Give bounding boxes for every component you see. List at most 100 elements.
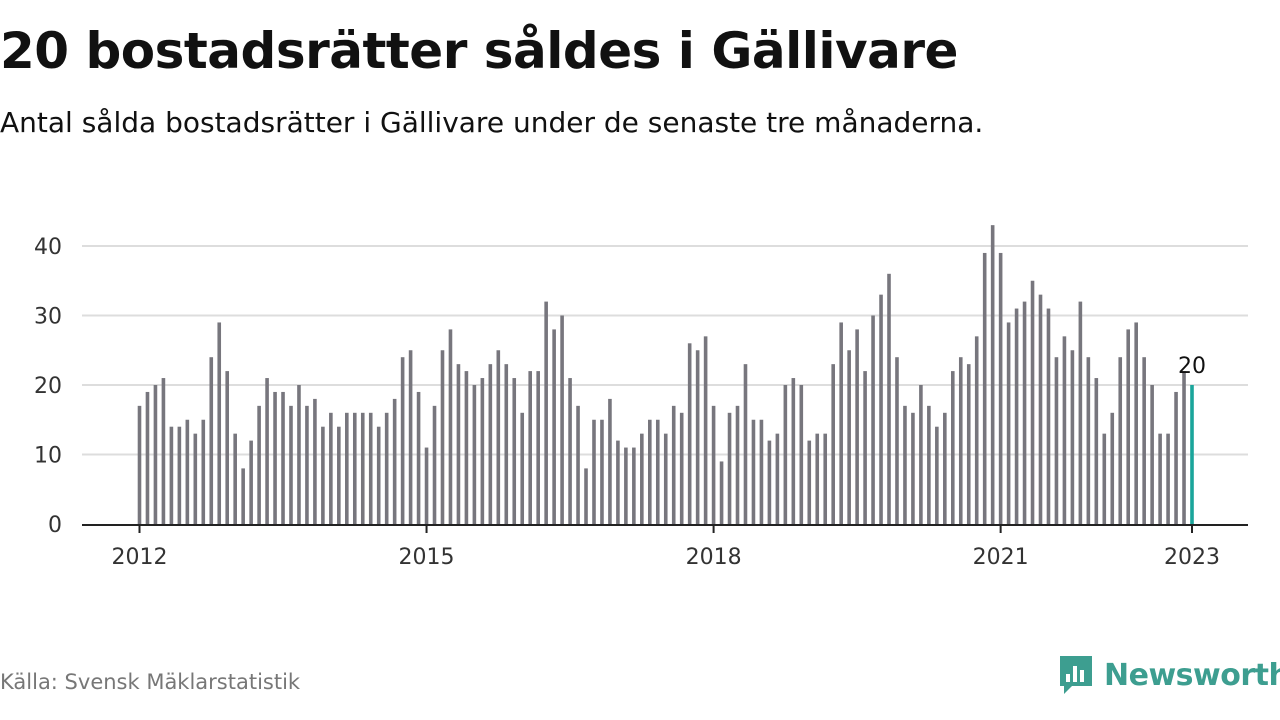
bar <box>241 468 245 524</box>
bar <box>337 426 341 524</box>
bar <box>448 329 453 524</box>
bar <box>1094 378 1099 524</box>
bar <box>990 225 995 524</box>
bar <box>974 336 979 524</box>
bar <box>935 426 939 524</box>
bar <box>711 405 716 524</box>
bar <box>424 447 429 524</box>
bar <box>480 378 485 524</box>
bar <box>703 336 708 524</box>
bar <box>608 398 612 524</box>
bar <box>177 426 182 524</box>
y-tick-label: 40 <box>34 235 62 260</box>
x-tick-label: 2015 <box>399 545 455 570</box>
bar <box>1054 357 1059 524</box>
bar <box>1182 371 1186 524</box>
bar <box>217 322 222 524</box>
y-tick-label: 0 <box>48 513 62 538</box>
bar <box>807 440 812 524</box>
x-tick-label: 2018 <box>686 545 742 570</box>
bar <box>982 252 987 524</box>
bar <box>528 371 533 524</box>
x-tick-label: 2021 <box>973 545 1029 570</box>
bar <box>727 412 732 524</box>
bar <box>305 405 309 524</box>
bar <box>855 329 859 524</box>
bar <box>384 412 389 524</box>
newsworthy-logo-icon <box>1060 656 1092 694</box>
bar <box>313 398 317 524</box>
bar <box>360 412 365 524</box>
bar <box>368 412 373 524</box>
bar <box>791 378 796 524</box>
x-tick-label: 2023 <box>1164 545 1220 570</box>
bars <box>137 225 1194 524</box>
brand-name: Newsworthy <box>1104 657 1280 693</box>
y-tick-label: 30 <box>34 305 62 330</box>
bar <box>799 385 804 524</box>
source-note: Källa: Svensk Mäklarstatistik <box>0 670 301 694</box>
bar <box>273 391 277 524</box>
bar <box>576 405 580 524</box>
bar <box>1030 280 1035 524</box>
bar <box>671 405 676 524</box>
bar <box>536 371 540 524</box>
bar <box>329 412 333 524</box>
y-tick-label: 10 <box>34 444 62 469</box>
bar <box>1086 357 1091 524</box>
bar <box>257 405 261 524</box>
bar <box>815 433 820 524</box>
bar <box>695 350 700 524</box>
bar <box>616 440 620 524</box>
bar <box>735 405 740 524</box>
bar <box>592 419 596 524</box>
bar <box>871 315 875 524</box>
bar <box>679 412 684 524</box>
chart-subtitle: Antal sålda bostadsrätter i Gällivare un… <box>0 106 984 139</box>
y-tick-label: 20 <box>34 374 62 399</box>
bar <box>544 301 548 524</box>
bar <box>783 385 788 524</box>
bar <box>624 447 628 524</box>
bar <box>927 405 931 524</box>
highlight-value-label: 20 <box>1178 354 1206 379</box>
bar <box>185 419 190 524</box>
bar <box>504 364 509 524</box>
bar <box>655 419 660 524</box>
bar <box>1102 433 1107 524</box>
bar <box>903 405 907 524</box>
bar <box>1110 412 1115 524</box>
bar <box>1158 433 1162 524</box>
bar <box>161 378 166 524</box>
bar <box>352 412 357 524</box>
bar <box>767 440 772 524</box>
highlight-bar <box>1190 385 1194 524</box>
bar <box>249 440 253 524</box>
bar <box>719 461 724 524</box>
bar <box>663 433 668 524</box>
bar <box>887 273 891 524</box>
bar <box>552 329 556 524</box>
chart-title: 20 bostadsrätter såldes i Gällivare <box>0 22 958 80</box>
bar <box>193 433 198 524</box>
bar <box>472 385 477 524</box>
bar <box>648 419 652 524</box>
bar <box>943 412 947 524</box>
bar <box>1014 308 1019 524</box>
bar <box>137 405 142 524</box>
bar <box>895 357 899 524</box>
bar <box>998 252 1003 524</box>
bar <box>464 371 469 524</box>
bar <box>281 391 285 524</box>
bar <box>289 405 293 524</box>
bar <box>1134 322 1138 524</box>
bar <box>743 364 748 524</box>
bar <box>297 385 301 524</box>
axes: 0 10 20 30 40 2012 2015 2018 2021 2023 20 <box>34 235 1248 570</box>
bar <box>839 322 843 524</box>
bar <box>153 385 158 524</box>
bar <box>209 357 214 524</box>
bar <box>919 385 923 524</box>
bar <box>512 378 517 524</box>
